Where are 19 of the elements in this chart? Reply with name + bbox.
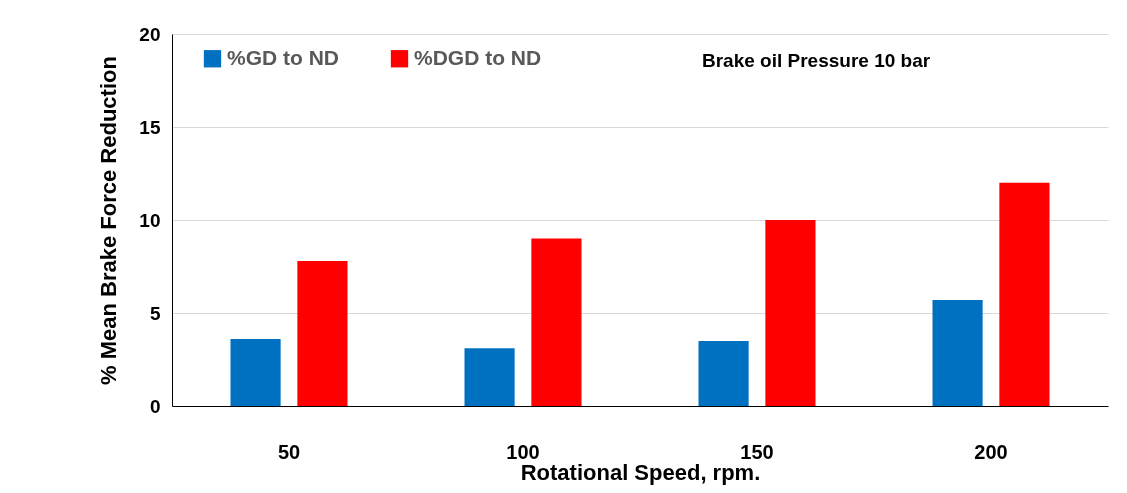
bar <box>464 348 515 406</box>
y-tick-label: 0 <box>149 395 161 417</box>
legend-label: %DGD to ND <box>414 45 542 69</box>
annotation: Brake oil Pressure 10 bar <box>702 50 931 71</box>
y-tick-label: 5 <box>149 302 161 324</box>
bar <box>932 299 983 406</box>
y-tick-label: 20 <box>139 23 161 45</box>
y-axis-title: % Mean Brake Force Reduction <box>96 56 122 385</box>
x-tick-label: 200 <box>974 440 1008 463</box>
bar <box>230 339 281 406</box>
legend-label: %GD to ND <box>227 45 339 69</box>
bar <box>297 260 348 406</box>
y-tick-label: 10 <box>139 209 161 231</box>
bar <box>531 238 582 406</box>
bar <box>698 340 749 406</box>
x-tick-label: 50 <box>277 440 301 463</box>
bar <box>765 220 816 406</box>
bar <box>999 182 1050 406</box>
y-tick-label: 15 <box>139 116 161 138</box>
